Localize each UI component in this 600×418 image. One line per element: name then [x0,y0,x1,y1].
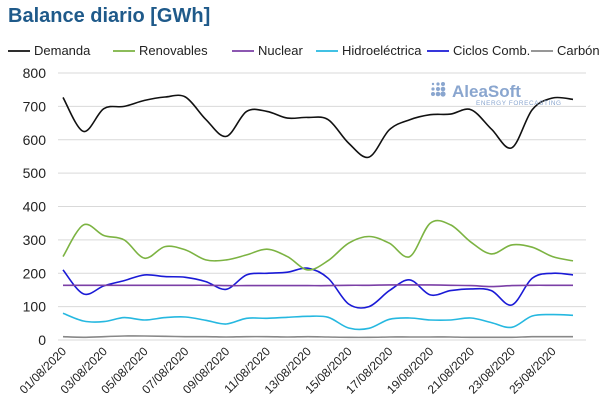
series-lines [62,94,574,339]
legend-item-nuclear: Nuclear [232,43,303,58]
logo-dot [435,91,441,97]
x-axis-ticks: 01/08/202003/08/202005/08/202007/08/2020… [17,344,559,397]
legend-label: Nuclear [258,43,303,58]
y-axis-ticks: 0 100 200 300 400 500 600 700 800 [23,65,47,348]
y-tick-label: 600 [23,132,47,148]
logo-dot [431,87,435,91]
series-line-hidroelectrica [62,312,574,331]
logo-dot [436,82,440,86]
legend-label: Renovables [139,43,208,58]
y-tick-label: 0 [38,332,46,348]
logo-dot [431,82,435,86]
chart-title: Balance diario [GWh] [8,5,210,27]
logo-dot [431,92,435,96]
logo-name: AleaSoft [452,82,521,101]
logo-dot [440,91,446,97]
legend-item-hidroelectrica: Hidroeléctrica [316,43,422,58]
grid [58,72,586,341]
legend-label: Ciclos Comb. [453,43,530,58]
y-tick-label: 200 [23,265,47,281]
y-tick-label: 100 [23,299,47,315]
legend-label: Hidroeléctrica [342,43,422,58]
logo-dot [441,82,445,86]
y-tick-label: 500 [23,165,47,181]
y-tick-label: 400 [23,199,47,215]
legend-label: Carbón [557,43,600,58]
legend: Demanda Renovables Nuclear Hidroeléctrica Ci… [8,43,600,58]
legend-item-carbon: Carbón [531,43,600,58]
legend-item-ciclos-comb: Ciclos Comb. [427,43,530,58]
legend-item-demanda: Demanda [8,43,91,58]
y-tick-label: 800 [23,65,47,81]
series-line-demanda [62,94,574,159]
y-tick-label: 700 [23,98,47,114]
series-line-ciclos-comb [62,267,574,309]
legend-label: Demanda [34,43,91,58]
logo-dots-icon [431,82,446,97]
legend-item-renovables: Renovables [113,43,208,58]
series-line-carbon [62,335,573,339]
logo-dot [440,86,446,92]
series-line-nuclear [63,284,573,288]
logo-tagline: ENERGY FORECASTING [476,100,562,107]
series-line-renovables [62,219,574,271]
aleasoft-logo: AleaSoft ENERGY FORECASTING [431,82,562,107]
y-tick-label: 300 [23,232,47,248]
logo-dot [436,87,440,91]
